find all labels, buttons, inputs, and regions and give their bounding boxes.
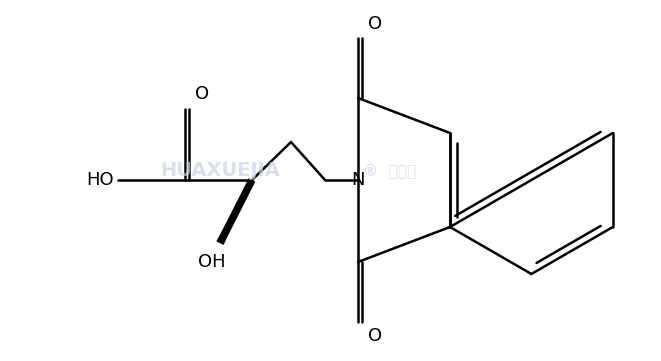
Text: O: O xyxy=(368,15,382,33)
Text: OH: OH xyxy=(198,253,226,271)
Text: HUAXUEJIA: HUAXUEJIA xyxy=(160,161,280,180)
Text: HO: HO xyxy=(87,171,114,189)
Text: N: N xyxy=(351,171,365,189)
Text: O: O xyxy=(195,85,209,103)
Polygon shape xyxy=(216,180,252,245)
Text: O: O xyxy=(368,327,382,345)
Text: ®  化学加: ® 化学加 xyxy=(364,164,416,178)
